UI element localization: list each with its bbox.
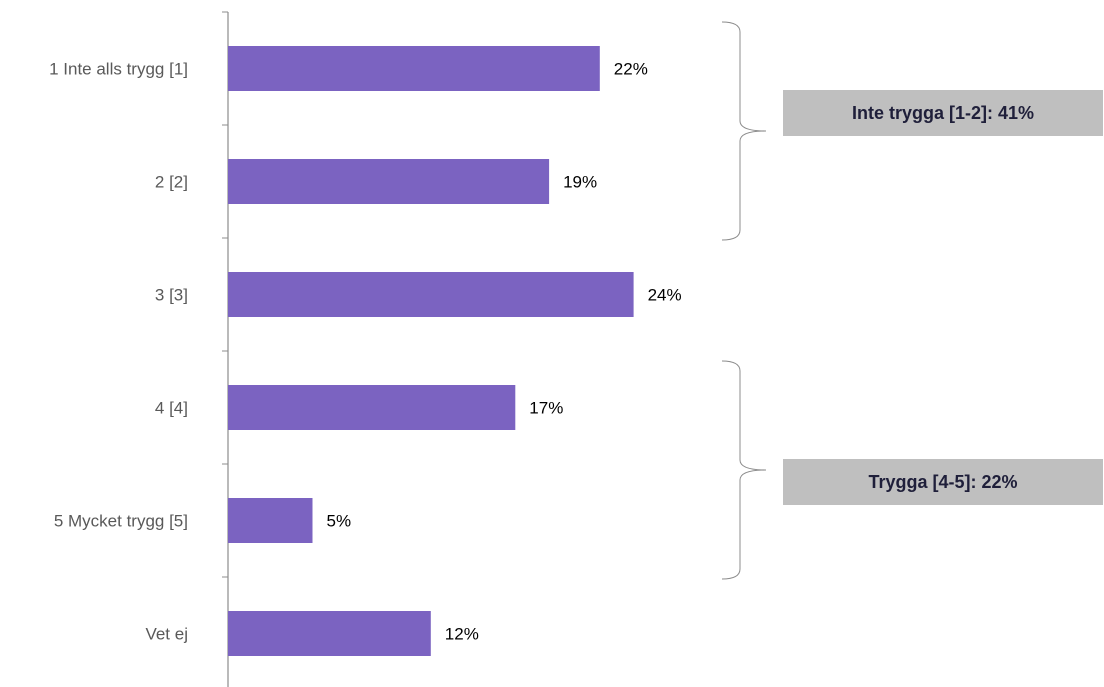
category-label-4: 5 Mycket trygg [5] bbox=[54, 512, 188, 531]
category-label-0: 1 Inte alls trygg [1] bbox=[49, 60, 188, 79]
group-brace-0 bbox=[721, 21, 767, 241]
bar-0 bbox=[228, 46, 600, 91]
value-label-0: 22% bbox=[614, 60, 648, 79]
bar-5 bbox=[228, 611, 431, 656]
value-label-2: 24% bbox=[648, 286, 682, 305]
category-label-5: Vet ej bbox=[145, 625, 188, 644]
value-label-4: 5% bbox=[327, 512, 352, 531]
category-label-2: 3 [3] bbox=[155, 286, 188, 305]
category-label-1: 2 [2] bbox=[155, 173, 188, 192]
bar-2 bbox=[228, 272, 634, 317]
bar-3 bbox=[228, 385, 516, 430]
value-label-5: 12% bbox=[445, 625, 479, 644]
group-box-inte-trygga: Inte trygga [1-2]: 41% bbox=[783, 90, 1103, 136]
category-label-3: 4 [4] bbox=[155, 399, 188, 418]
value-label-3: 17% bbox=[529, 399, 563, 418]
bar-1 bbox=[228, 159, 550, 204]
group-box-trygga: Trygga [4-5]: 22% bbox=[783, 459, 1103, 505]
group-brace-1 bbox=[721, 360, 767, 580]
bar-4 bbox=[228, 498, 313, 543]
value-label-1: 19% bbox=[563, 173, 597, 192]
